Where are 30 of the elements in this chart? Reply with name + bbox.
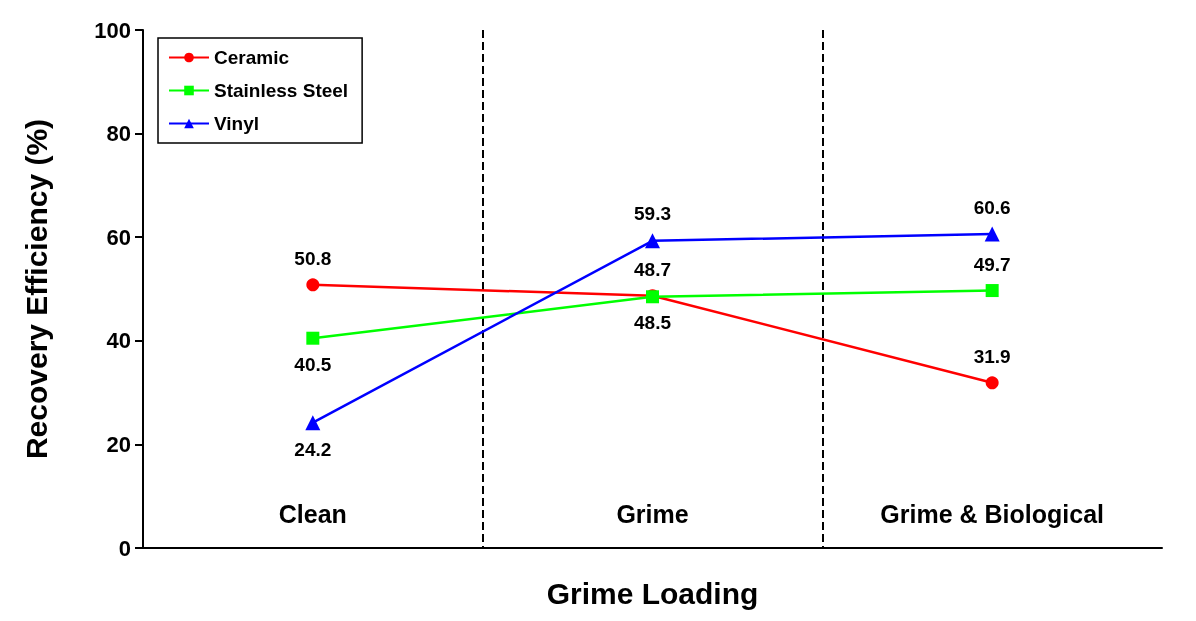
data-label: 49.7 (973, 254, 1011, 276)
point (305, 415, 321, 431)
data-label: 24.2 (294, 439, 332, 461)
point (645, 233, 660, 249)
legend-label: Vinyl (214, 113, 260, 134)
y-tick-label: 20 (106, 431, 131, 457)
data-label: 50.8 (294, 248, 332, 270)
y-tick-label: 100 (94, 17, 131, 43)
x-axis-title: Grime Loading (546, 576, 759, 610)
y-tick-label: 80 (106, 121, 131, 147)
point (984, 226, 1000, 242)
y-tick-label: 60 (106, 224, 131, 250)
y-tick-label: 40 (106, 328, 131, 354)
data-label: 40.5 (294, 353, 332, 375)
data-label: 59.3 (634, 203, 671, 225)
data-label: 48.5 (634, 312, 672, 334)
legend-label: Ceramic (214, 47, 290, 68)
y-tick-label: 0 (118, 535, 131, 561)
point (985, 284, 999, 298)
y-axis-title: Recovery Efficiency (%) (19, 118, 53, 460)
point (306, 331, 320, 345)
legend-label: Stainless Steel (214, 80, 349, 101)
x-tick-label: Grime & Biological (880, 499, 1104, 528)
x-tick-label: Clean (278, 499, 347, 528)
data-label: 60.6 (973, 196, 1011, 218)
point (306, 278, 320, 292)
point (985, 376, 999, 390)
data-label: 31.9 (973, 346, 1011, 368)
x-tick-label: Grime (616, 499, 689, 528)
data-label: 48.7 (634, 259, 671, 281)
